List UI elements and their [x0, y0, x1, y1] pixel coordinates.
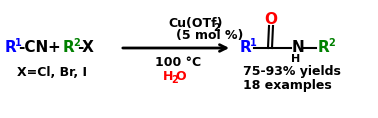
Text: R: R — [318, 40, 330, 55]
Text: O: O — [265, 13, 277, 27]
Text: H: H — [163, 70, 174, 82]
Text: R: R — [5, 40, 17, 55]
Text: 1: 1 — [15, 38, 22, 48]
Text: 1: 1 — [250, 38, 257, 48]
Text: 18 examples: 18 examples — [243, 80, 332, 93]
Text: H: H — [291, 54, 301, 64]
Text: Cu(OTf): Cu(OTf) — [168, 17, 223, 30]
Text: -X: -X — [77, 40, 94, 55]
Text: 2: 2 — [73, 38, 80, 48]
Text: 100 °C: 100 °C — [155, 55, 201, 69]
Text: 2: 2 — [328, 38, 335, 48]
Text: O: O — [175, 70, 186, 82]
Text: N: N — [292, 40, 305, 55]
Text: R: R — [63, 40, 75, 55]
Text: (5 mol %): (5 mol %) — [176, 30, 243, 42]
Text: +: + — [48, 40, 60, 55]
Text: -CN: -CN — [18, 40, 48, 55]
Text: 75-93% yields: 75-93% yields — [243, 65, 341, 78]
Text: X=Cl, Br, I: X=Cl, Br, I — [17, 65, 87, 78]
Text: R: R — [240, 40, 252, 55]
Text: 2: 2 — [171, 75, 178, 85]
Text: 2: 2 — [213, 23, 220, 33]
